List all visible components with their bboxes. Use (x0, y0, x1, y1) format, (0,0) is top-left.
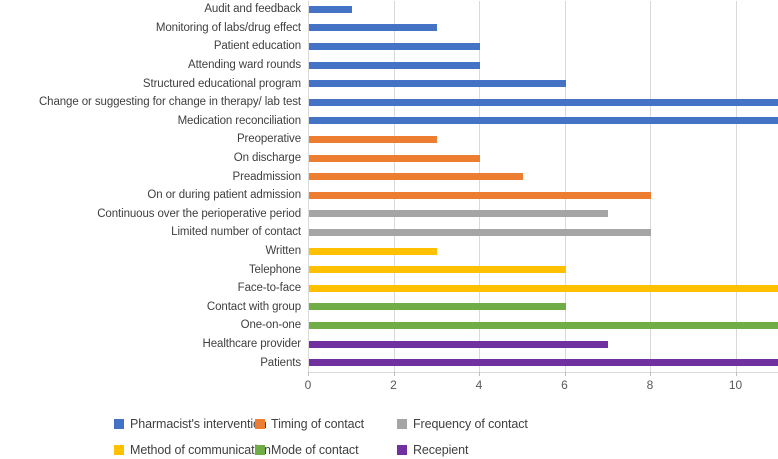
legend-swatch (255, 419, 265, 429)
tick-mark (564, 372, 566, 376)
category-label: Telephone (248, 263, 301, 276)
legend-label: Recepient (413, 443, 469, 457)
bar (309, 191, 651, 199)
category-label: Written (265, 245, 301, 258)
legend-item: Timing of contact (255, 417, 364, 431)
x-tick-label: 4 (475, 378, 483, 392)
category-label: Patient education (213, 40, 301, 53)
bar (309, 43, 480, 50)
legend-swatch (255, 445, 265, 455)
bar (309, 5, 352, 13)
legend-label: Frequency of contact (413, 417, 528, 431)
gridline (393, 1, 395, 372)
category-label: Preoperative (236, 133, 301, 146)
category-label: Limited number of contact (171, 226, 301, 239)
legend-item: Frequency of contact (397, 417, 528, 431)
category-label: Preadmission (232, 170, 302, 183)
gridline (308, 1, 309, 372)
category-label: On discharge (233, 152, 301, 165)
category-label: Structured educational program (142, 77, 301, 90)
bar (309, 340, 609, 348)
category-label: Monitoring of labs/drug effect (155, 21, 301, 34)
x-tick-label: 0 (304, 378, 312, 392)
tick-mark (393, 372, 395, 376)
legend-label: Mode of contact (271, 443, 359, 457)
legend-item: Mode of contact (255, 443, 359, 457)
bar (309, 24, 438, 32)
legend-swatch (397, 445, 407, 455)
gridline (735, 1, 737, 372)
legend-item: Pharmacist's intervention (114, 417, 267, 431)
plot-area: Audit and feedback Monitoring of labs/dru… (38, 1, 778, 372)
legend-label: Method of communication (130, 443, 271, 457)
legend-swatch (397, 419, 407, 429)
bar (309, 154, 480, 162)
legend-label: Pharmacist's intervention (130, 417, 267, 431)
category-label: Medication reconciliation (177, 114, 302, 127)
x-axis-line (308, 372, 778, 373)
bar (309, 117, 778, 125)
gridline (650, 1, 651, 372)
bar (309, 173, 523, 181)
legend-label: Timing of contact (271, 417, 365, 431)
category-label: Attending ward rounds (188, 59, 301, 72)
bar (309, 210, 609, 218)
category-label: Audit and feedback (204, 3, 301, 16)
category-label: Change or suggesting for change in thera… (38, 96, 301, 109)
tick-mark (308, 372, 309, 376)
legend-item: Recepient (397, 443, 468, 457)
tick-mark (650, 372, 651, 376)
bar (309, 247, 438, 255)
bar (309, 322, 778, 329)
bar (309, 284, 778, 292)
bar (309, 359, 778, 367)
bar (309, 136, 438, 143)
bar (309, 266, 566, 274)
gridline (479, 1, 480, 372)
bar (309, 303, 566, 311)
gridline (564, 1, 566, 372)
legend-swatch (114, 419, 124, 429)
bar (309, 80, 566, 88)
x-tick-label: 8 (646, 378, 654, 392)
x-tick-label: 10 (728, 378, 743, 392)
category-label: Contact with group (206, 300, 301, 313)
legend-swatch (114, 445, 124, 455)
tick-mark (735, 372, 737, 376)
category-label: One-on-one (240, 319, 301, 332)
tick-mark (479, 372, 480, 376)
bar (309, 229, 651, 236)
bar (309, 61, 480, 69)
category-label: Healthcare provider (202, 338, 302, 351)
x-tick-label: 2 (390, 378, 397, 392)
bar (309, 98, 778, 106)
category-label: Patients (260, 356, 301, 369)
legend-item: Method of communication (114, 443, 271, 457)
category-label: On or during patient admission (147, 189, 301, 202)
x-tick-label: 6 (561, 378, 568, 392)
category-label: Face-to-face (237, 282, 301, 295)
category-label: Continuous over the perioperative period (97, 207, 301, 220)
